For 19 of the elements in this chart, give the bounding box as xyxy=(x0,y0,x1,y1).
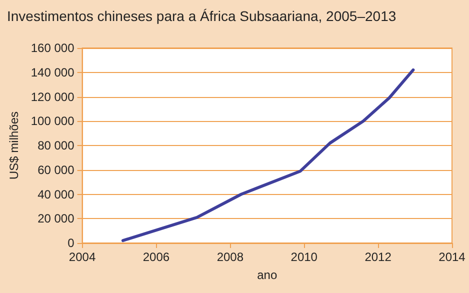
y-tick-label: 100 000 xyxy=(30,114,75,128)
y-tick-label: 20 000 xyxy=(38,212,75,226)
y-tick-label: 60 000 xyxy=(38,162,75,177)
x-tick-label: 2012 xyxy=(364,250,392,264)
x-tick-label: 2014 xyxy=(438,250,466,264)
x-tick-label: 2004 xyxy=(68,250,96,264)
y-tick-label: 40 000 xyxy=(38,187,75,202)
x-tick-label: 2006 xyxy=(142,250,170,264)
y-tick-label: 160 000 xyxy=(30,41,75,55)
x-tick-label: 2010 xyxy=(290,250,318,264)
y-tick-label: 140 000 xyxy=(30,65,75,80)
line-series xyxy=(121,68,415,242)
x-tick-label: 2008 xyxy=(216,250,244,264)
y-axis-title: US$ milhões xyxy=(7,111,21,180)
y-tick-label: 80 000 xyxy=(38,138,75,152)
chart-title: Investimentos chineses para a África Subsaariana, 2005–2013 xyxy=(7,8,396,24)
y-tick-label: 120 000 xyxy=(30,90,75,104)
x-axis-title: ano xyxy=(257,268,278,282)
y-tick-label: 0 xyxy=(68,236,75,250)
